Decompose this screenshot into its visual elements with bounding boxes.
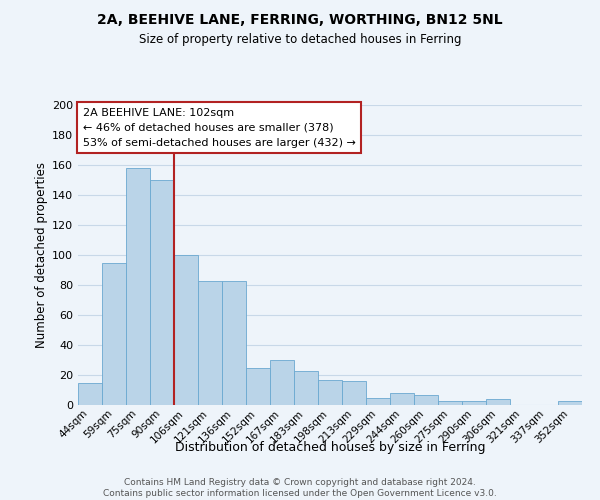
Text: 2A, BEEHIVE LANE, FERRING, WORTHING, BN12 5NL: 2A, BEEHIVE LANE, FERRING, WORTHING, BN1… (97, 12, 503, 26)
Text: Distribution of detached houses by size in Ferring: Distribution of detached houses by size … (175, 441, 485, 454)
Bar (222, 280, 246, 405)
Text: Contains HM Land Registry data © Crown copyright and database right 2024.
Contai: Contains HM Land Registry data © Crown c… (103, 478, 497, 498)
Bar (438, 400, 462, 405)
Bar (198, 280, 222, 405)
Bar (366, 398, 390, 405)
Bar (150, 180, 174, 405)
Bar (318, 380, 342, 405)
Bar (390, 393, 414, 405)
Bar (102, 262, 126, 405)
Y-axis label: Number of detached properties: Number of detached properties (35, 162, 48, 348)
Bar (126, 168, 150, 405)
Bar (174, 255, 198, 405)
Bar (270, 360, 294, 405)
Text: 2A BEEHIVE LANE: 102sqm
← 46% of detached houses are smaller (378)
53% of semi-d: 2A BEEHIVE LANE: 102sqm ← 46% of detache… (83, 108, 356, 148)
Bar (486, 399, 510, 405)
Bar (294, 370, 318, 405)
Text: Size of property relative to detached houses in Ferring: Size of property relative to detached ho… (139, 32, 461, 46)
Bar (246, 368, 270, 405)
Bar (78, 382, 102, 405)
Bar (558, 400, 582, 405)
Bar (414, 394, 438, 405)
Bar (342, 381, 366, 405)
Bar (462, 400, 486, 405)
